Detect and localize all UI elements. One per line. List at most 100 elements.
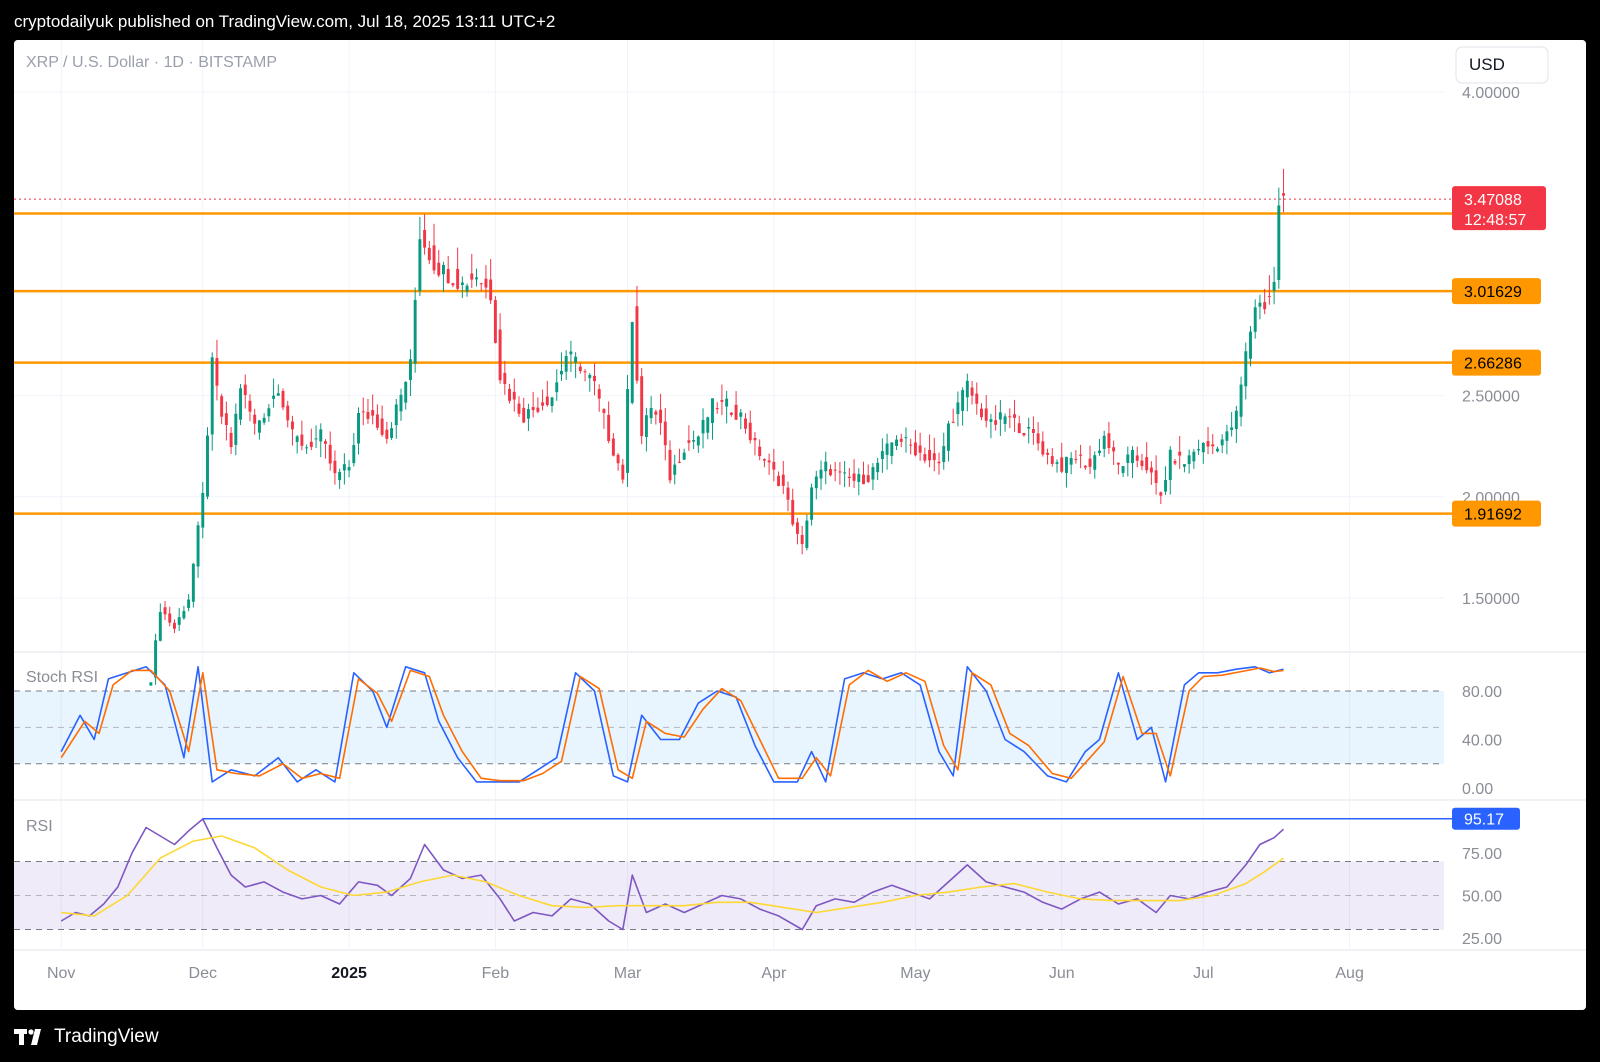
candle-body xyxy=(432,245,436,271)
candle-body xyxy=(267,408,271,417)
candle-body xyxy=(168,613,172,623)
candle-body xyxy=(946,423,950,451)
candle-body xyxy=(574,356,578,363)
chart-frame[interactable]: Nov Dec 2025 Feb Mar Apr May Jun Jul Aug 4.00000 2.… xyxy=(14,40,1586,1010)
candle-body xyxy=(456,268,460,289)
currency-button-frame[interactable] xyxy=(1455,46,1549,84)
candle-body xyxy=(1249,331,1252,359)
x-tick-label: Apr xyxy=(761,965,787,982)
candle-body xyxy=(1055,462,1059,464)
candle-body xyxy=(1093,455,1097,470)
candle-body xyxy=(1126,454,1130,463)
candle-body xyxy=(215,357,219,386)
candle-body xyxy=(616,454,620,464)
candle-body xyxy=(668,449,672,481)
candle-body xyxy=(210,357,214,435)
candle-body xyxy=(545,396,549,406)
candle-body xyxy=(597,389,601,399)
candle-body xyxy=(781,474,785,486)
candle-body xyxy=(328,444,332,464)
candle-body xyxy=(1060,457,1064,472)
candle-body xyxy=(583,371,587,373)
candle-body xyxy=(725,398,729,407)
candle-body xyxy=(1050,456,1054,464)
x-tick-label: Aug xyxy=(1335,965,1363,982)
candle-body xyxy=(1211,444,1215,447)
candle-body xyxy=(257,420,261,433)
candle-body xyxy=(305,447,309,449)
candle-body xyxy=(191,563,195,602)
candle-body xyxy=(748,422,752,441)
candle-body xyxy=(1079,454,1083,456)
candle-body xyxy=(1098,450,1101,454)
candle-body xyxy=(163,607,167,615)
chart-canvas[interactable]: Nov Dec 2025 Feb Mar Apr May Jun Jul Aug 4.00000 2.… xyxy=(14,40,1586,1010)
candle-body xyxy=(1135,455,1139,461)
candle-body xyxy=(777,475,781,487)
price-level-tag xyxy=(1452,500,1541,527)
candle-body xyxy=(956,402,960,415)
candle-body xyxy=(659,409,663,423)
candle-body xyxy=(673,464,677,475)
candle-body xyxy=(593,375,596,382)
candle-body xyxy=(1013,414,1016,418)
candle-body xyxy=(602,409,606,414)
candle-body xyxy=(663,421,667,446)
candle-body xyxy=(1192,451,1196,462)
candle-body xyxy=(814,476,818,489)
candle-body xyxy=(290,421,294,430)
candle-body xyxy=(876,462,880,473)
candle-body xyxy=(418,239,422,292)
candle-body xyxy=(1239,384,1243,417)
stoch-rsi-label: Stoch RSI xyxy=(26,669,98,686)
candle-body xyxy=(994,420,998,425)
candle-body xyxy=(541,402,545,406)
candle-body xyxy=(319,429,323,442)
horizontal-levels[interactable] xyxy=(14,198,1454,515)
candle-body xyxy=(446,269,450,284)
currency-button-label[interactable]: USD xyxy=(1469,55,1505,74)
candle-body xyxy=(729,412,733,415)
candle-body xyxy=(772,461,776,470)
x-tick-label: 2025 xyxy=(331,965,367,982)
candle-body xyxy=(744,418,747,429)
price-level-tag xyxy=(1452,349,1541,376)
candle-body xyxy=(654,411,658,415)
candle-body xyxy=(880,451,884,460)
candle-body xyxy=(281,391,285,408)
candle-body xyxy=(239,388,242,420)
candle-body xyxy=(1036,433,1040,444)
stoch-axis-label: 40.00 xyxy=(1462,733,1502,750)
currency-button[interactable]: USD xyxy=(1455,46,1549,84)
candle-body xyxy=(739,412,743,417)
price-tags: 3.400003.016292.662861.916923.4708812:48… xyxy=(1452,186,1546,830)
price-axis-label: 2.50000 xyxy=(1462,389,1520,406)
candle-body xyxy=(196,525,200,567)
candle-body xyxy=(158,612,162,641)
candle-body xyxy=(253,414,257,424)
candle-body xyxy=(805,520,809,548)
candle-body xyxy=(526,409,530,419)
candle-body xyxy=(980,408,983,418)
candle-body xyxy=(1003,416,1007,424)
candle-body xyxy=(394,404,398,426)
candle-body xyxy=(1182,464,1186,467)
candle-body xyxy=(479,283,483,285)
candle-body xyxy=(404,381,408,403)
candle-body xyxy=(489,279,493,301)
candle-body xyxy=(786,487,790,500)
candle-body xyxy=(206,435,209,497)
candle-body xyxy=(508,388,512,401)
candle-body xyxy=(437,262,441,276)
candle-body xyxy=(380,418,384,435)
candle-body xyxy=(1140,460,1144,467)
candle-body xyxy=(390,428,394,439)
candle-body xyxy=(413,299,417,364)
candle-body xyxy=(1263,302,1267,310)
candle-body xyxy=(442,264,445,275)
candle-body xyxy=(182,611,186,619)
candle-body xyxy=(1197,449,1201,451)
candle-body xyxy=(248,400,252,412)
chart-background xyxy=(14,40,1586,1010)
tradingview-brand[interactable]: TradingView xyxy=(14,1022,159,1052)
